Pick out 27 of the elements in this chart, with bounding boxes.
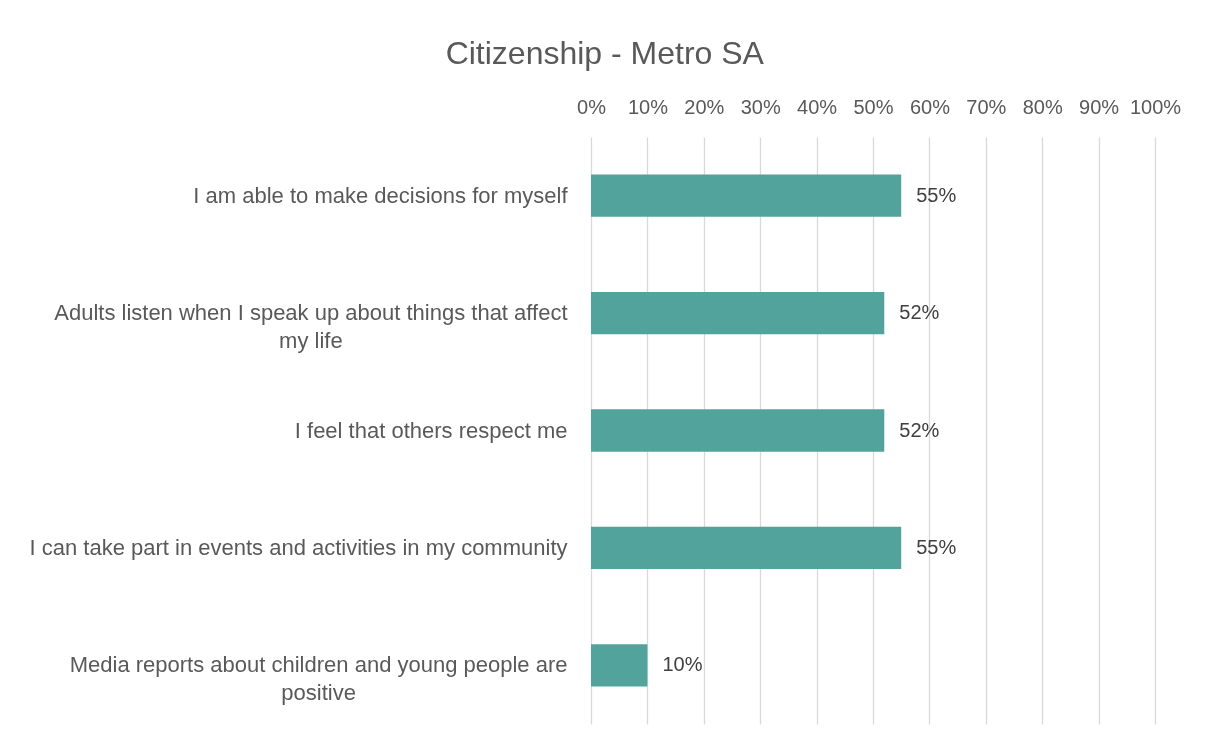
y-tick-label: I am able to make decisions for myself (193, 182, 569, 208)
bar (591, 174, 902, 217)
bar (591, 409, 885, 452)
x-tick-label: 80% (1022, 95, 1063, 118)
x-tick-label: 90% (1079, 95, 1120, 118)
data-label: 52% (899, 301, 940, 324)
x-tick-label: 30% (740, 95, 781, 118)
y-tick-label: I feel that others respect me (294, 417, 568, 443)
x-tick-label: 70% (966, 95, 1007, 118)
x-tick-label: 50% (853, 95, 894, 118)
bar (591, 526, 902, 570)
y-tick-label: Media reports about children and young people are positive (69, 652, 568, 706)
x-tick-label: 20% (684, 95, 725, 118)
x-tick-label: 10% (627, 95, 669, 118)
data-label: 52% (899, 418, 940, 441)
data-label: 10% (662, 653, 703, 676)
x-tick-label: 100% (1129, 95, 1182, 118)
bar (591, 291, 885, 335)
bar (591, 644, 648, 687)
chart-title: Citizenship - Metro SA (445, 35, 765, 71)
data-label: 55% (916, 535, 957, 558)
data-label: 55% (916, 183, 957, 206)
x-tick-label: 0% (577, 95, 607, 118)
y-tick-label: Adults listen when I speak up about things that affect my life (54, 300, 568, 354)
y-tick-label: I can take part in events and activities in my community (29, 534, 568, 560)
x-tick-label: 60% (909, 95, 951, 118)
x-tick-label: 40% (797, 95, 838, 118)
